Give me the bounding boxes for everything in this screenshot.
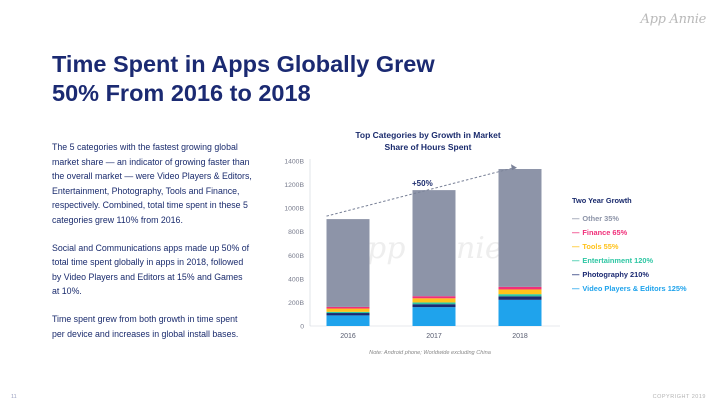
app-annie-logo: App Annie — [640, 12, 707, 27]
bar-segment — [326, 219, 370, 307]
legend-label: Video Players & Editors 125% — [582, 284, 687, 293]
bar-segment — [498, 294, 542, 297]
legend-label: Tools 55% — [582, 242, 619, 251]
bar-segment — [412, 190, 456, 297]
bar-segment — [498, 296, 542, 300]
legend-swatch: — — [572, 242, 580, 251]
x-tick-label: 2017 — [426, 333, 442, 340]
bar-segment — [498, 286, 542, 290]
y-tick-label: 1000B — [284, 206, 304, 213]
paragraph-2: Social and Communications apps made up 5… — [52, 242, 250, 297]
bar-segment — [412, 296, 456, 299]
legend-item: — Tools 55% — [572, 242, 687, 251]
legend-item: — Entertainment 120% — [572, 256, 687, 265]
y-tick-label: 800B — [288, 229, 304, 236]
growth-arrow-line — [326, 167, 516, 217]
x-tick-label: 2016 — [340, 333, 356, 340]
y-tick-label: 0 — [300, 324, 304, 331]
chart-title-line-1: Top Categories by Growth in Market — [355, 130, 501, 140]
legend-item: — Video Players & Editors 125% — [572, 284, 687, 293]
body-text: The 5 categories with the fastest growin… — [52, 140, 252, 354]
legend-swatch: — — [572, 284, 580, 293]
chart-legend: Two Year Growth — Other 35% — Finance 65% — T… — [572, 196, 687, 298]
copyright-text: COPYRIGHT 2019 — [652, 394, 706, 400]
bar-segment — [412, 298, 456, 303]
bar-segment — [412, 302, 456, 305]
y-tick-label: 1400B — [284, 159, 304, 166]
legend-label: Photography 210% — [582, 270, 649, 279]
y-tick-label: 200B — [288, 300, 304, 307]
legend-item: — Finance 65% — [572, 228, 687, 237]
paragraph-1: The 5 categories with the fastest growin… — [52, 142, 252, 225]
legend-label: Entertainment 120% — [582, 256, 654, 265]
growth-annotation: +50% — [412, 179, 433, 188]
chart-note: Note: Android phone; Worldwide excluding… — [369, 350, 491, 356]
bar-segment — [412, 304, 456, 308]
bar-segment — [498, 169, 542, 287]
legend-swatch: — — [572, 214, 580, 223]
legend-swatch: — — [572, 256, 580, 265]
bar-segment — [326, 315, 370, 326]
x-tick-label: 2018 — [512, 333, 528, 340]
y-tick-label: 1200B — [284, 182, 304, 189]
legend-item: — Other 35% — [572, 214, 687, 223]
y-tick-label: 600B — [288, 253, 304, 260]
slide-title-line-1: Time Spent in Apps Globally Grew — [52, 51, 435, 77]
chart-title-line-2: Share of Hours Spent — [384, 141, 472, 152]
legend-label: Finance 65% — [582, 228, 628, 237]
legend-items: — Other 35% — Finance 65% — Tools 55% — Enterta… — [572, 214, 687, 293]
legend-swatch: — — [572, 270, 580, 279]
chart-title: Top Categories by Growth in Market Share… — [336, 130, 520, 153]
slide-title: Time Spent in Apps Globally Grew 50% Fro… — [52, 50, 572, 108]
bar-segment — [326, 306, 370, 309]
bar-segment — [498, 289, 542, 295]
y-tick-label: 400B — [288, 276, 304, 283]
bar-segment — [326, 308, 370, 312]
legend-swatch: — — [572, 228, 580, 237]
paragraph-3: Time spent grew from both growth in time… — [52, 313, 239, 339]
growth-arrow-head — [511, 164, 517, 171]
bar-segment — [326, 313, 370, 316]
legend-label: Other 35% — [582, 214, 619, 223]
bar-segment — [412, 307, 456, 326]
legend-title: Two Year Growth — [572, 196, 632, 205]
bar-segment — [326, 311, 370, 314]
legend-item: — Photography 210% — [572, 270, 687, 279]
bar-segment — [498, 299, 542, 326]
slide-title-line-2: 50% From 2016 to 2018 — [52, 80, 311, 106]
page-number: 11 — [11, 394, 17, 400]
